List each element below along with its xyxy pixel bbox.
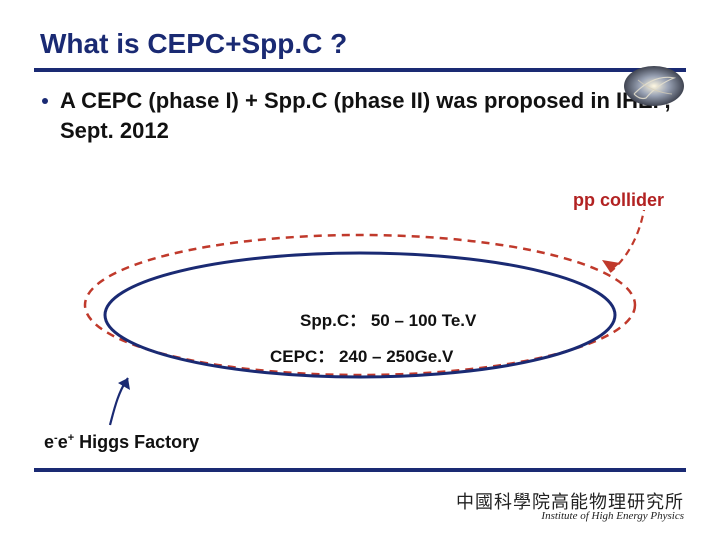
footer-institute: 中國科學院高能物理研究所 Institute of High Energy Ph…	[456, 493, 684, 522]
title-underline	[34, 68, 686, 72]
pp-collider-label: pp collider	[573, 190, 664, 211]
bullet-text: A CEPC (phase I) + Spp.C (phase II) was …	[60, 86, 678, 145]
bullet-dot-icon	[42, 98, 48, 104]
footer-cn-text: 中國科學院高能物理研究所	[456, 493, 684, 511]
bottom-rule	[34, 468, 686, 472]
ee-higgs-factory-label: e-e+ Higgs Factory	[44, 432, 199, 453]
ee-arrow-head	[118, 378, 130, 390]
pp-arrow-head	[602, 260, 620, 272]
sppc-label: Spp.C： 50 – 100 Te.V	[300, 306, 476, 331]
cepc-label: CEPC： 240 – 250Ge.V	[270, 342, 453, 367]
footer-en-text: Institute of High Energy Physics	[456, 511, 684, 522]
slide-title: What is CEPC+Spp.C ?	[34, 28, 686, 60]
galaxy-icon	[622, 64, 686, 108]
